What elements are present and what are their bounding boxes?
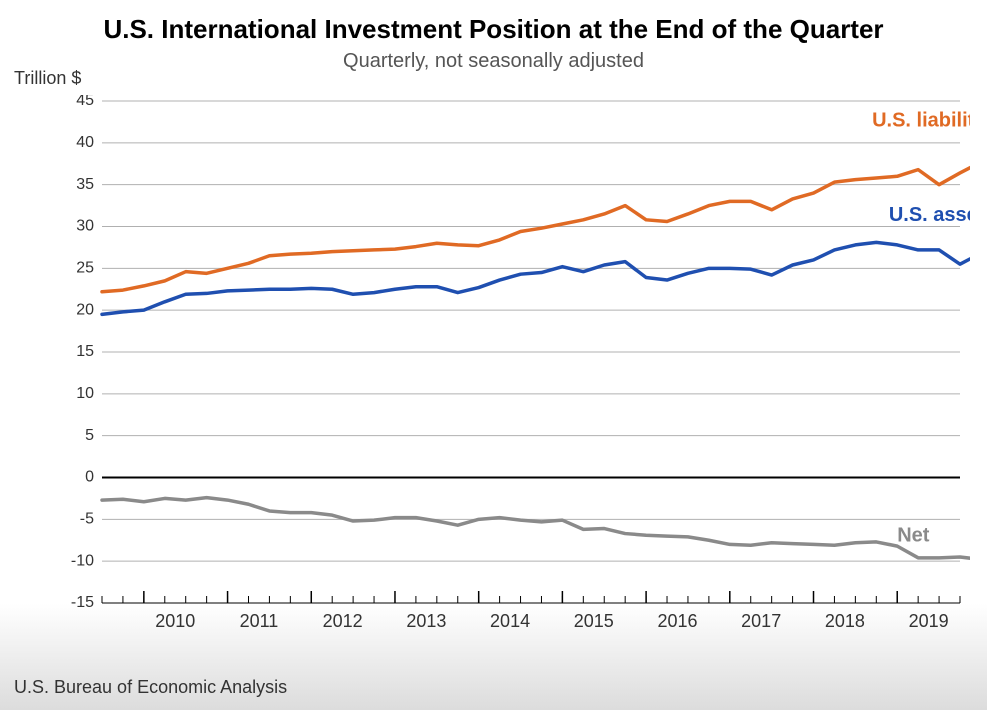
y-tick-label: -15 — [71, 594, 94, 611]
x-tick-label: 2014 — [490, 611, 530, 631]
series-label: U.S. assets — [889, 204, 970, 226]
x-tick-label: 2011 — [240, 611, 279, 631]
y-tick-label: 15 — [76, 343, 94, 360]
chart-svg: -15 -10 -5 0 5 10 15 20 25 30 35 40 45 2010 2011 2012 20… — [70, 95, 970, 645]
series-label: Net — [897, 524, 930, 546]
chart-plot-area: -15 -10 -5 0 5 10 15 20 25 30 35 40 45 2010 2011 2012 20… — [70, 95, 970, 645]
source-label: U.S. Bureau of Economic Analysis — [14, 677, 287, 698]
y-tick-label: 5 — [85, 427, 94, 444]
y-tick-label: 30 — [76, 218, 94, 235]
x-tick-label: 2010 — [155, 611, 195, 631]
x-tick-label: 2013 — [406, 611, 446, 631]
y-tick-label: 25 — [76, 260, 94, 277]
series-label: U.S. liabilities — [872, 109, 970, 131]
x-tick-label: 2012 — [323, 611, 363, 631]
series-line — [102, 141, 970, 292]
y-tick-label: 45 — [76, 95, 94, 109]
chart-subtitle: Quarterly, not seasonally adjusted — [0, 50, 987, 73]
chart-title: U.S. International Investment Position a… — [0, 14, 987, 45]
x-tick-label: 2016 — [657, 611, 697, 631]
series-line — [102, 498, 970, 570]
y-axis-unit-label: Trillion $ — [14, 68, 81, 89]
y-tick-label: 40 — [76, 134, 94, 151]
x-tick-label: 2019 — [909, 611, 949, 631]
y-tick-label: 20 — [76, 301, 94, 318]
y-tick-label: 0 — [85, 469, 94, 486]
x-tick-label: 2015 — [574, 611, 614, 631]
x-tick-label: 2017 — [741, 611, 781, 631]
series-line — [102, 234, 970, 314]
x-tick-label: 2018 — [825, 611, 865, 631]
y-tick-label: 10 — [76, 385, 94, 402]
y-tick-label: 35 — [76, 176, 94, 193]
y-tick-label: -5 — [80, 511, 94, 528]
y-tick-label: -10 — [71, 552, 94, 569]
